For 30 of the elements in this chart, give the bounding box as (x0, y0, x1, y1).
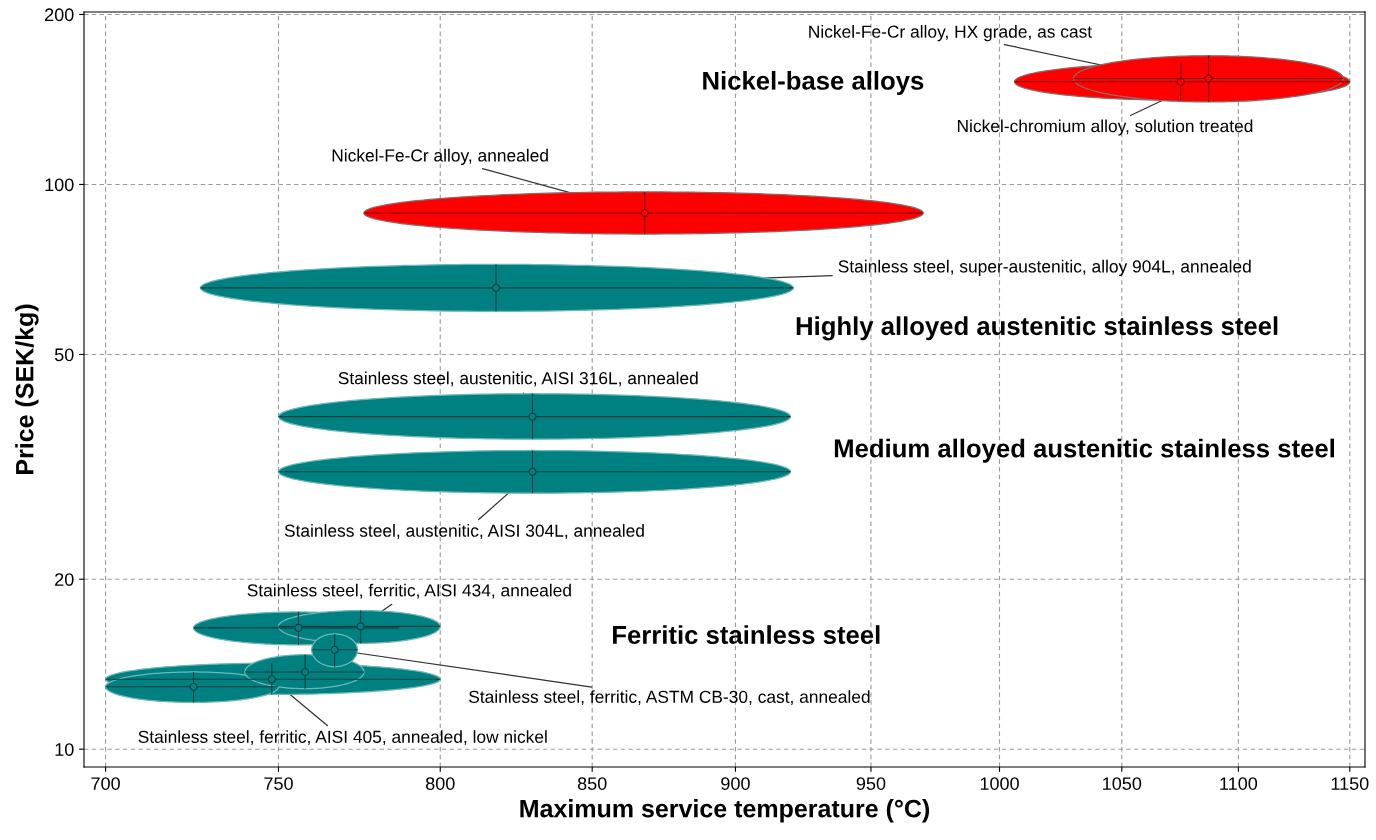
text: Nickel-chromium alloy, solution treated (957, 119, 1253, 136)
y-tick-label: 20 (55, 573, 74, 586)
annotation: Ferritic stainless steel (613, 625, 880, 645)
annotation: Highly alloyed austenitic stainless steel (796, 316, 1278, 341)
text: Stainless steel, austenitic, AISI 316L, annealed (338, 371, 698, 387)
x-tick-label: 800 (425, 777, 455, 790)
x-tick-label: 1000 (980, 777, 1019, 790)
x-tick-label: 1050 (1103, 777, 1142, 790)
text: Stainless steel, super-austenitic, alloy 904L, annealed (838, 259, 1251, 277)
y-tick-label: 100 (45, 178, 74, 192)
x-tick-label: 700 (91, 777, 120, 790)
x-tick-label: 850 (577, 777, 607, 790)
x-tick-label: 900 (721, 777, 750, 790)
x-tick-label: 1100 (1220, 777, 1258, 790)
text: Stainless steel, ferritic, AISI 434, annealed (247, 583, 571, 599)
annotation: Medium alloyed austenitic stainless steel (834, 438, 1334, 463)
annotation: Nickel-base alloys (703, 70, 924, 95)
text: Nickel-Fe-Cr alloy, annealed (332, 148, 548, 166)
y-tick-label: 200 (45, 8, 74, 22)
x-tick-label: 1150 (1331, 777, 1369, 790)
text: Stainless steel, austenitic, AISI 304L, annealed (284, 524, 644, 539)
x-tick-label: 950 (856, 777, 886, 790)
y-tick-label: 50 (54, 348, 74, 362)
text: Stainless steel, ferritic, ASTM CB-30, cast, annealed (469, 690, 870, 706)
text: Nickel-Fe-Cr alloy, HX grade, as cast (809, 25, 1092, 42)
x-axis-title: Maximum service temperature (°C) (520, 799, 930, 823)
y-axis-title: Price (SEK/kg) (15, 304, 39, 474)
text: Stainless steel, ferritic, AISI 405, annealed, low nickel (138, 730, 547, 746)
y-tick-label: 10 (55, 743, 74, 756)
x-tick-label: 750 (264, 777, 293, 790)
